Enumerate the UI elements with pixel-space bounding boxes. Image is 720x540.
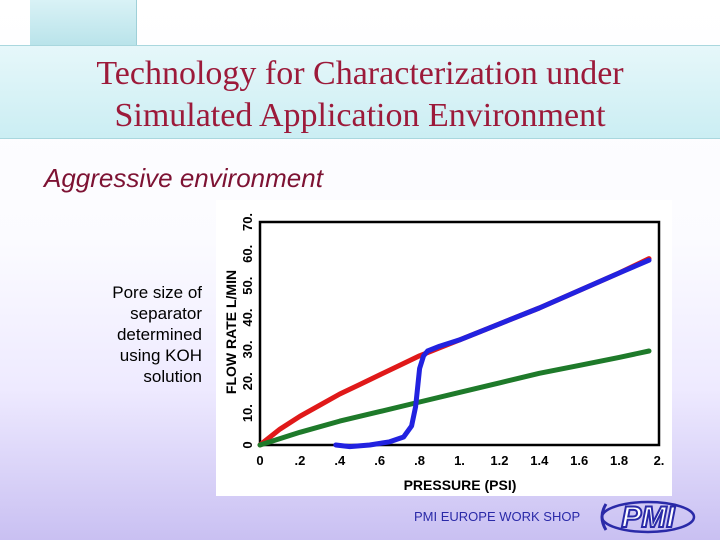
y-axis-label: FLOW RATE L/MIN bbox=[223, 270, 239, 394]
title-box: Technology for Characterization under Si… bbox=[0, 45, 720, 139]
x-tick-label: 1.2 bbox=[490, 453, 508, 468]
x-tick-label: 2. bbox=[654, 453, 665, 468]
x-tick-label: 1. bbox=[454, 453, 465, 468]
x-tick-label: 0 bbox=[256, 453, 263, 468]
side-caption-line: using KOH bbox=[119, 346, 202, 365]
x-tick-label: .4 bbox=[334, 453, 346, 468]
plot-frame bbox=[258, 220, 661, 447]
series-line-3 bbox=[333, 257, 652, 450]
x-tick-label: 1.6 bbox=[570, 453, 588, 468]
x-axis-label: PRESSURE (PSI) bbox=[404, 477, 517, 493]
footer-text: PMI EUROPE WORK SHOP bbox=[414, 509, 581, 524]
y-tick-label: 0 bbox=[240, 441, 255, 448]
y-tick-label: 50. bbox=[240, 277, 255, 295]
y-tick-label: 70. bbox=[240, 213, 255, 231]
x-tick-label: .6 bbox=[374, 453, 385, 468]
y-tick-label: 20. bbox=[240, 372, 255, 390]
side-caption-line: determined bbox=[116, 325, 202, 344]
y-tick-label: 40. bbox=[240, 309, 255, 327]
y-tick-label: 30. bbox=[240, 340, 255, 358]
decorative-bar bbox=[30, 0, 137, 46]
x-tick-label: .8 bbox=[414, 453, 425, 468]
side-caption-line: Pore size of bbox=[112, 283, 202, 302]
slide-title-line-1: Technology for Characterization under bbox=[96, 55, 624, 92]
side-caption-line: solution bbox=[143, 367, 202, 386]
y-tick-label: 10. bbox=[240, 404, 255, 422]
flow-rate-chart: 0 .2 .4 .6 .8 1. 1.2 1.4 1.6 1.8 2. 0 10. 20. 30. 40. 50… bbox=[223, 213, 665, 493]
x-tick-label: .2 bbox=[294, 453, 305, 468]
series-line-2 bbox=[257, 348, 652, 448]
y-tick-label: 60. bbox=[240, 245, 255, 263]
side-caption: Pore size of separator determined using … bbox=[60, 282, 202, 387]
x-tick-label: 1.4 bbox=[530, 453, 549, 468]
slide-title-line-2: Simulated Application Environment bbox=[114, 97, 606, 134]
side-caption-line: separator bbox=[130, 304, 202, 323]
pmi-logo: PMI bbox=[600, 500, 696, 535]
chart-panel: 0 .2 .4 .6 .8 1. 1.2 1.4 1.6 1.8 2. 0 10. 20. 30. 40. 50… bbox=[216, 200, 672, 496]
x-tick-label: 1.8 bbox=[610, 453, 628, 468]
slide-subtitle: Aggressive environment bbox=[44, 163, 323, 193]
logo-text: PMI bbox=[621, 501, 675, 534]
